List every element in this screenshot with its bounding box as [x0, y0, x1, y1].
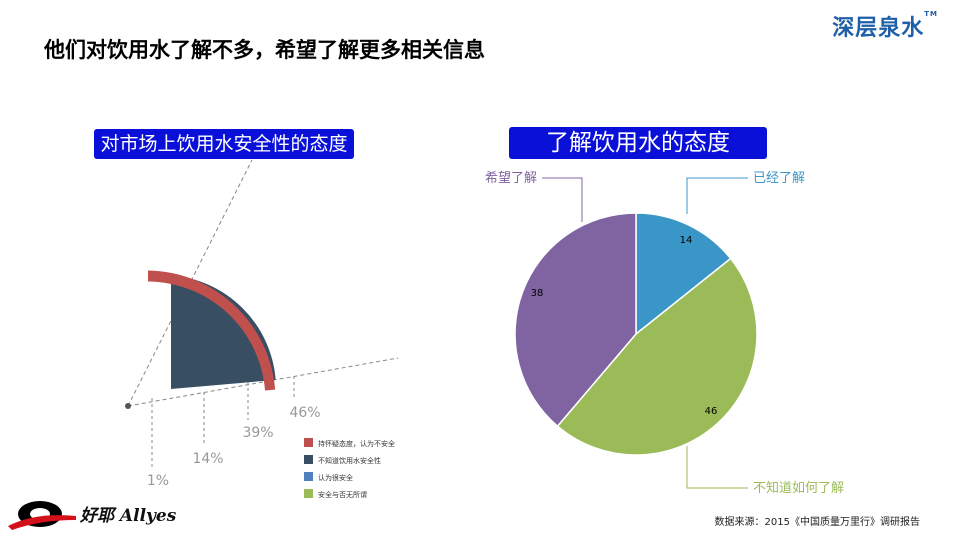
pie-value-label: 38: [531, 288, 544, 299]
legend-swatch: [304, 489, 313, 498]
legend-label: 不知道饮用水安全性: [318, 456, 381, 465]
company-name: 好耶 Allyes: [80, 506, 177, 526]
legend-label: 安全与否无所谓: [318, 490, 367, 499]
fan-segment: [171, 275, 276, 389]
pie-slice: [635, 212, 732, 336]
right-chart-title: 了解饮用水的态度: [509, 127, 767, 159]
fan-data-label: 39%: [242, 425, 273, 441]
left-chart-title: 对市场上饮用水安全性的态度: [94, 129, 354, 159]
pie-leader-line: [686, 177, 748, 214]
source-note: 数据来源：2015《中国质量万里行》调研报告: [714, 517, 920, 528]
pie-slice: [514, 212, 637, 428]
legend-swatch: [304, 472, 313, 481]
pie-leader-line: [686, 446, 748, 489]
legend-label: 认为很安全: [318, 473, 353, 482]
brand-name: 深层泉水: [832, 16, 925, 41]
fan-data-label: 46%: [289, 405, 320, 421]
trademark-mark: TM: [924, 10, 938, 18]
horizontal-axis-line: [127, 357, 399, 407]
company-logo-icon: [8, 501, 76, 530]
legend-swatch: [304, 455, 313, 464]
legend-label: 持怀疑态度，认为不安全: [318, 439, 395, 448]
fan-data-label: 1%: [147, 473, 169, 489]
fan-segment: [148, 270, 276, 391]
brand-logo: 深层泉水TM: [832, 10, 938, 42]
pie-value-label: 14: [680, 235, 693, 246]
pie-value-label: 46: [705, 406, 718, 417]
origin-dot: [125, 403, 131, 409]
fan-data-label: 14%: [192, 451, 223, 467]
vertical-axis-line: [127, 159, 253, 407]
pie-category-label: 已经了解: [753, 171, 805, 186]
pie-category-label: 不知道如何了解: [753, 480, 844, 496]
legend-swatch: [304, 438, 313, 447]
pie-slice: [556, 257, 758, 456]
page-title: 他们对饮用水了解不多，希望了解更多相关信息: [44, 38, 485, 62]
pie-leader-line: [542, 177, 583, 222]
pie-category-label: 希望了解: [485, 170, 537, 186]
